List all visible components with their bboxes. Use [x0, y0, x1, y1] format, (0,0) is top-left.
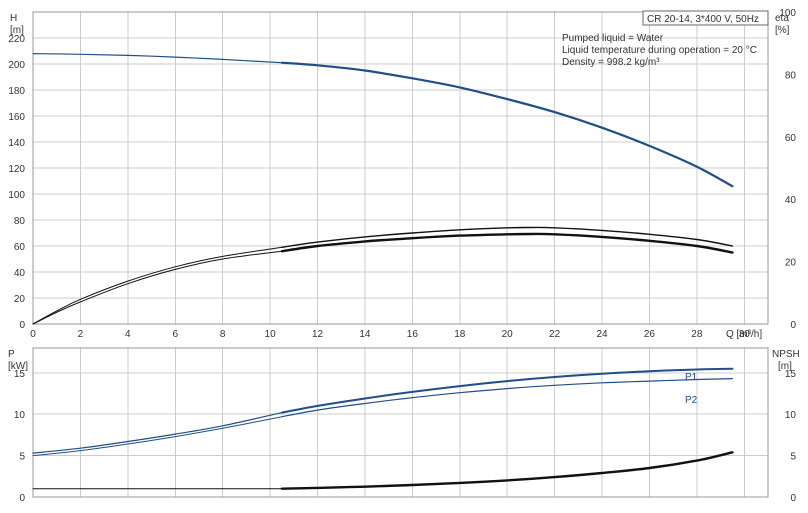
x-tick-label: 2: [78, 329, 84, 340]
head-axis-label: H: [10, 13, 17, 24]
info-line-liquid: Pumped liquid = Water: [562, 33, 664, 44]
x-tick-label: 30: [739, 329, 751, 340]
curve-eta_outer_thin: [32, 246, 283, 325]
curve-p1_thin: [32, 412, 283, 454]
curve-p2: [281, 378, 733, 418]
npsh-axis-label: NPSH: [772, 349, 800, 360]
power-axis-unit: [kW]: [8, 361, 28, 372]
left-tick-label: 20: [14, 294, 26, 305]
x-tick-label: 0: [30, 329, 36, 340]
right-tick-label: 0: [790, 320, 796, 331]
curve-head_thin: [32, 53, 283, 64]
left-tick-label: 180: [8, 86, 25, 97]
x-tick-label: 20: [502, 329, 514, 340]
plot-frame: [32, 11, 769, 325]
curve-p2_thin: [32, 416, 283, 457]
right-tick-label: 40: [785, 195, 797, 206]
x-tick-label: 14: [359, 329, 371, 340]
left-tick-label: 80: [14, 216, 26, 227]
x-tick-label: 28: [691, 329, 703, 340]
right-tick-label: 15: [785, 369, 797, 380]
eta-axis-label: eta: [775, 13, 789, 24]
left-tick-label: 200: [8, 60, 25, 71]
curve-head: [280, 61, 734, 188]
x-tick-label: 22: [549, 329, 561, 340]
left-tick-label: 220: [8, 34, 25, 45]
curve-eta_outer: [281, 226, 734, 248]
flow-axis-label: Q [m³/h]: [726, 329, 762, 340]
left-tick-label: 120: [8, 164, 25, 175]
info-line-temperature: Liquid temperature during operation = 20…: [562, 45, 757, 56]
right-tick-label: 10: [785, 410, 797, 421]
x-tick-label: 12: [312, 329, 324, 340]
left-tick-label: 10: [14, 410, 26, 421]
right-tick-label: 20: [785, 258, 797, 269]
left-tick-label: 140: [8, 138, 25, 149]
curve-p1: [281, 367, 734, 414]
x-tick-label: 26: [644, 329, 656, 340]
left-tick-label: 15: [14, 369, 26, 380]
right-tick-label: 0: [790, 493, 796, 504]
model-title: CR 20-14, 3*400 V, 50Hz: [647, 14, 759, 25]
x-tick-label: 10: [265, 329, 277, 340]
curve-eta_inner: [280, 232, 734, 254]
info-line-density: Density = 998.2 kg/m³: [562, 57, 660, 68]
x-tick-label: 18: [454, 329, 466, 340]
left-tick-label: 60: [14, 242, 26, 253]
left-tick-label: 160: [8, 112, 25, 123]
left-tick-label: 0: [19, 493, 25, 504]
curves-layer: [32, 53, 734, 490]
frame-layer: [32, 11, 769, 498]
series-label-p2: P2: [685, 395, 698, 406]
head-axis-unit: [m]: [10, 25, 24, 36]
eta-axis-unit: [%]: [775, 25, 790, 36]
right-tick-label: 80: [785, 70, 797, 81]
x-tick-label: 16: [407, 329, 419, 340]
npsh-axis-unit: [m]: [778, 361, 792, 372]
left-tick-label: 0: [19, 320, 25, 331]
left-tick-label: 40: [14, 268, 26, 279]
model-box: [642, 10, 769, 26]
right-tick-label: 60: [785, 133, 797, 144]
curve-npsh: [280, 451, 734, 490]
grid-layer: [32, 12, 768, 498]
power-axis-label: P: [8, 349, 15, 360]
x-tick-label: 4: [125, 329, 131, 340]
x-tick-label: 8: [220, 329, 226, 340]
right-tick-label: 5: [790, 452, 796, 463]
x-tick-label: 6: [172, 329, 178, 340]
series-label-p1: P1: [685, 372, 698, 383]
left-tick-label: 5: [19, 452, 25, 463]
curve-eta_inner_thin: [32, 250, 283, 325]
plot-frame: [32, 347, 769, 498]
text-layer: 0 2 4 6 8 10 12 14 16 18 20 22 24 26 28 300204060801001…: [8, 8, 796, 504]
x-tick-label: 24: [596, 329, 608, 340]
left-tick-label: 100: [8, 190, 25, 201]
right-tick-label: 100: [779, 8, 796, 19]
